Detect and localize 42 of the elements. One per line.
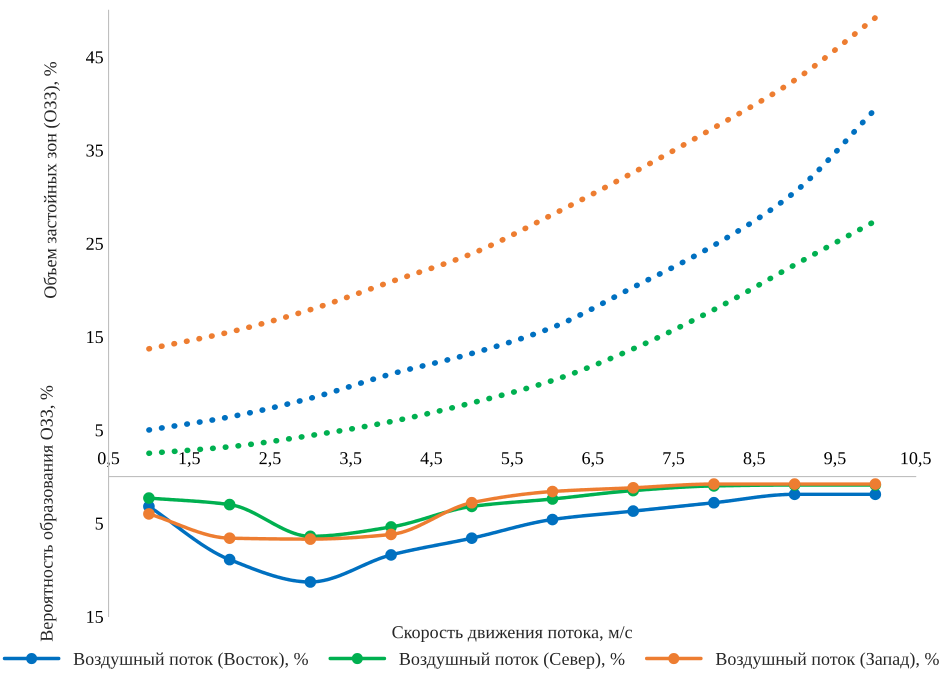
y-tick-label: 25 [86,238,103,250]
x-axis-title: Скорость движения потока, м/с [392,626,632,642]
y-tick-label: 5 [96,518,103,530]
point [546,514,558,526]
point [708,496,720,509]
x-tick-label: 4,5 [420,452,442,467]
point [627,482,639,494]
y-tick-label: 45 [86,51,103,64]
point [627,505,639,517]
legend-label: Воздушный поток (Север), % [399,652,624,669]
x-tick-label: 2,5 [259,452,281,467]
point [304,576,316,588]
x-tick-label: 8,5 [744,452,765,467]
point [466,496,478,509]
x-tick-label: 6,5 [582,452,604,467]
x-tick-label: 0,5 [98,452,120,467]
x-tick-label: 3,5 [340,452,362,467]
x-tick-label: 5,5 [502,452,523,467]
point [385,528,397,540]
y-axis-title: Объем застойных зон (ОЗЗ), % [43,62,60,298]
point [224,532,236,544]
x-tick-label: 9,5 [824,452,846,467]
legend-label: Воздушный поток (Восток), % [74,652,308,669]
point [224,498,236,510]
point [304,533,316,545]
point [466,532,478,544]
point [224,554,236,566]
point [788,488,800,500]
point [143,508,155,520]
y-tick-label: 5 [96,424,103,436]
x-tick-label: 1,5 [180,452,200,467]
point [143,492,155,504]
point [546,486,558,498]
point [385,549,397,561]
x-tick-label: 10,5 [901,452,931,467]
y-tick-label: 15 [87,331,103,344]
y-tick-label: 15 [87,610,103,623]
legend-label: Воздушный поток (Запад), % [716,652,939,669]
x-tick-label: 7,5 [663,452,684,467]
text: Вероятность образования ОЗЗ, % [40,386,56,642]
y-tick-label: 35 [86,144,103,157]
point [870,488,882,500]
